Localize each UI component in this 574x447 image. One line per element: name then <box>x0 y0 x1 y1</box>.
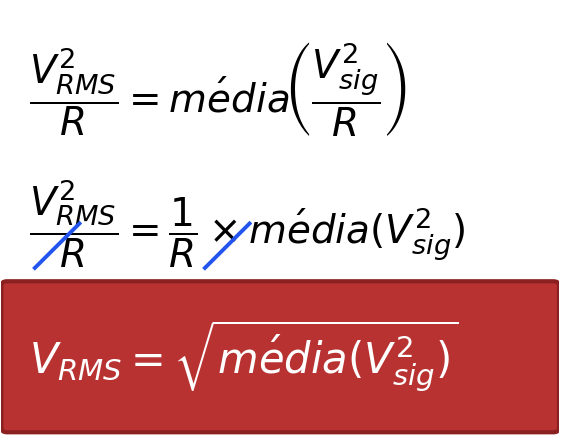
Text: $V_{RMS} = \sqrt{m\acute{e}dia(V_{sig}^{2})}$: $V_{RMS} = \sqrt{m\acute{e}dia(V_{sig}^{… <box>29 319 459 394</box>
FancyBboxPatch shape <box>1 281 559 432</box>
Text: $\dfrac{V_{RMS}^{2}}{R} = \dfrac{1}{R} \times m\acute{e}dia(V_{sig}^{2})$: $\dfrac{V_{RMS}^{2}}{R} = \dfrac{1}{R} \… <box>29 177 466 270</box>
Text: $\dfrac{V_{RMS}^{2}}{R} = m\acute{e}dia\!\left(\dfrac{V_{sig}^{2}}{R}\right)$: $\dfrac{V_{RMS}^{2}}{R} = m\acute{e}dia\… <box>29 41 407 139</box>
